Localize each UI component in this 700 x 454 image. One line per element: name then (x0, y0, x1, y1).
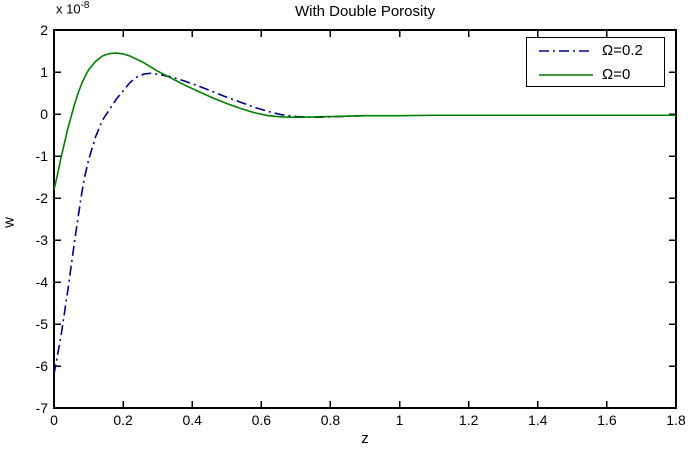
x-tick-label: 0.4 (182, 412, 202, 428)
y-tick-label: -3 (35, 232, 48, 248)
series-curve (53, 72, 366, 375)
dash-dot-line-icon (539, 50, 593, 52)
y-axis-exponent: x 10-8 (56, 0, 89, 16)
series-curve (53, 52, 676, 190)
x-tick-label: 0.6 (251, 412, 272, 428)
y-tick-label: -2 (35, 190, 48, 206)
x-tick-label: 1.4 (528, 412, 548, 428)
legend-label: Ω=0.2 (602, 42, 643, 59)
y-tick-label: -6 (35, 358, 48, 374)
y-tick-label: -7 (35, 400, 48, 416)
legend-entry-omega-0: Ω=0 (527, 63, 664, 87)
y-tick-label: 2 (40, 22, 48, 38)
x-tick-label: 1.6 (597, 412, 617, 428)
y-tick-label: 1 (40, 64, 48, 80)
y-tick-label: -1 (35, 148, 48, 164)
y-tick-label: -5 (35, 316, 48, 332)
x-tick-label: 1.2 (458, 412, 479, 428)
legend-label: Ω=0 (602, 66, 631, 83)
x-axis-label: z (361, 430, 369, 447)
legend-entry-omega-0-2: Ω=0.2 (527, 39, 664, 63)
x-tick-label: 1 (395, 412, 404, 428)
x-tick-label: 1.8 (666, 412, 686, 428)
solid-line-icon (539, 74, 593, 76)
y-exponent-power: -8 (80, 0, 90, 11)
x-tick-label: 0 (50, 412, 58, 428)
y-exponent-prefix: x 10 (56, 1, 81, 17)
chart-title: With Double Porosity (294, 3, 436, 20)
x-tick-label: 0.2 (113, 412, 133, 428)
y-tick-label: -4 (35, 274, 48, 290)
legend: Ω=0.2 Ω=0 (526, 37, 665, 87)
x-tick-label: 0.8 (320, 412, 341, 428)
y-tick-label: 0 (40, 106, 48, 122)
